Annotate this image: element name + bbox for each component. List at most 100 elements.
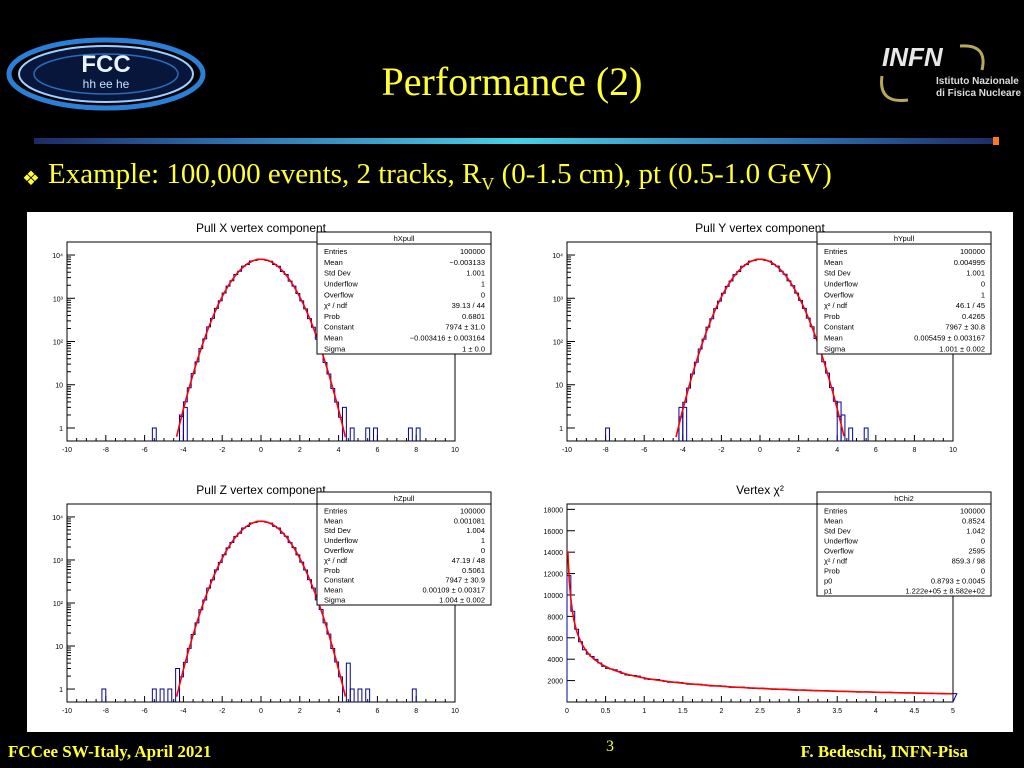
- stats-value: 0.6801: [462, 312, 485, 321]
- outlier-bin: [415, 427, 421, 441]
- stats-value: 7967 ± 30.8: [945, 323, 985, 332]
- x-tick-label: 10: [949, 447, 957, 454]
- x-tick-label: -6: [641, 447, 647, 454]
- infn-logo-text: INFN: [882, 42, 944, 72]
- stats-label: Constant: [324, 323, 355, 332]
- y-tick-label: 1: [59, 687, 63, 694]
- stats-value: 39.13 / 44: [452, 301, 485, 310]
- stats-label: Std Dev: [324, 526, 351, 535]
- stats-value: 1.001 ± 0.002: [939, 344, 985, 353]
- x-tick-label: 2: [797, 447, 801, 454]
- stats-value: 0.004995: [954, 258, 985, 267]
- stats-label: Prob: [324, 566, 340, 575]
- x-tick-label: 5: [951, 708, 955, 715]
- stats-label: Overflow: [324, 290, 354, 299]
- stats-value: 1 ± 0.0: [462, 344, 485, 353]
- outlier-bin: [151, 688, 157, 702]
- outlier-bin: [151, 427, 157, 441]
- x-tick-label: 4: [337, 447, 341, 454]
- x-tick-label: -6: [141, 447, 147, 454]
- stats-label: Underflow: [824, 280, 858, 289]
- plot-title: Pull Y vertex component: [695, 221, 825, 235]
- x-tick-label: 10: [451, 447, 459, 454]
- stats-label: Std Dev: [824, 527, 851, 536]
- y-tick-label: 10: [55, 383, 63, 390]
- stats-label: Std Dev: [824, 269, 851, 278]
- y-tick-label: 10000: [544, 593, 564, 600]
- x-tick-label: 4.5: [910, 708, 920, 715]
- x-tick-label: -4: [180, 447, 186, 454]
- fcc-logo: FCC hh ee he: [6, 36, 206, 121]
- stats-value: 0.00109 ± 0.00317: [422, 586, 485, 595]
- x-tick-label: -8: [103, 708, 109, 715]
- x-tick-label: 4: [835, 447, 839, 454]
- x-tick-label: 0: [565, 708, 569, 715]
- outlier-bin: [411, 688, 417, 702]
- slide-title: Performance (2): [381, 59, 643, 104]
- y-tick-label: 16000: [544, 529, 564, 536]
- plot-title: Pull X vertex component: [196, 221, 327, 235]
- stats-label: Overflow: [324, 546, 354, 555]
- stats-value: 1.004: [466, 526, 485, 535]
- x-tick-label: -8: [602, 447, 608, 454]
- stats-value: 1: [481, 536, 485, 545]
- stats-frame: [316, 491, 492, 606]
- x-tick-label: -8: [103, 447, 109, 454]
- y-tick-label: 6000: [547, 636, 563, 643]
- stats-value: 2595: [968, 547, 985, 556]
- x-tick-label: 0.5: [601, 708, 611, 715]
- stats-label: Entries: [324, 506, 348, 515]
- plot-title: Pull Z vertex component: [196, 483, 326, 497]
- stats-label: Constant: [824, 323, 855, 332]
- stats-label: Mean: [824, 334, 843, 343]
- stats-frame: [816, 231, 992, 355]
- y-tick-label: 2000: [547, 679, 563, 686]
- stats-label: Std Dev: [324, 269, 351, 278]
- y-tick-label: 10³: [53, 558, 64, 565]
- x-tick-label: -10: [62, 708, 72, 715]
- stats-value: 0.5061: [462, 566, 485, 575]
- stats-label: Prob: [324, 312, 340, 321]
- stats-value: 7974 ± 31.0: [445, 323, 485, 332]
- stats-value: 1.001: [466, 269, 485, 278]
- stats-label: Entries: [824, 507, 848, 516]
- stats-value: 1: [481, 280, 485, 289]
- fit-curve: [675, 258, 845, 438]
- x-tick-label: -2: [718, 447, 724, 454]
- stats-label: p0: [824, 577, 832, 586]
- page-number: 3: [606, 738, 614, 755]
- outlier-bin: [159, 688, 165, 702]
- stats-label: Overflow: [824, 547, 854, 556]
- x-tick-label: 8: [414, 708, 418, 715]
- stats-value: 100000: [960, 247, 985, 256]
- y-tick-label: 18000: [544, 507, 564, 514]
- x-tick-label: 0: [259, 708, 263, 715]
- x-tick-label: 1: [642, 708, 646, 715]
- stats-label: Prob: [824, 312, 840, 321]
- x-tick-label: 8: [912, 447, 916, 454]
- x-tick-label: -2: [219, 708, 225, 715]
- stats-value: 46.1 / 45: [956, 301, 985, 310]
- x-tick-label: 2: [719, 708, 723, 715]
- x-tick-label: -10: [62, 447, 72, 454]
- stats-name: hZpull: [394, 494, 415, 503]
- plot-3: Pull Z vertex component -10 -8 -6 -4 -2 0 2 4 6 8 1…: [52, 483, 492, 715]
- stats-value: 0.005459 ± 0.003167: [914, 334, 985, 343]
- y-tick-label: 10: [55, 644, 63, 651]
- stats-label: χ² / ndf: [324, 301, 348, 310]
- x-tick-label: -4: [180, 708, 186, 715]
- outlier-bin: [365, 688, 371, 702]
- stats-value: 1.042: [966, 527, 985, 536]
- stats-value: 859.3 / 98: [952, 557, 985, 566]
- stats-value: 0: [981, 280, 985, 289]
- x-tick-label: 2: [298, 447, 302, 454]
- x-tick-label: -4: [680, 447, 686, 454]
- outlier-bin: [605, 427, 610, 441]
- stats-box: hZpull Entries 100000 Mean 0.001081 Std Dev 1.…: [316, 491, 492, 606]
- stats-value: 0: [481, 546, 485, 555]
- stats-name: hChi2: [894, 494, 914, 503]
- x-tick-label: 3.5: [832, 708, 842, 715]
- outlier-bin: [167, 688, 173, 702]
- stats-label: Overflow: [824, 290, 854, 299]
- divider-accent: [993, 137, 999, 145]
